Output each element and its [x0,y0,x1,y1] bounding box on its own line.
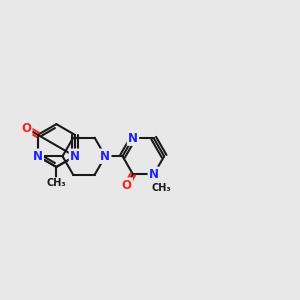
Text: CH₃: CH₃ [152,183,171,193]
Text: N: N [149,168,159,181]
Text: N: N [100,150,110,163]
Text: N: N [128,132,138,145]
Text: O: O [21,122,31,135]
Text: N: N [33,150,43,163]
Text: O: O [122,178,132,192]
Text: N: N [70,150,80,163]
Text: CH₃: CH₃ [46,178,66,188]
